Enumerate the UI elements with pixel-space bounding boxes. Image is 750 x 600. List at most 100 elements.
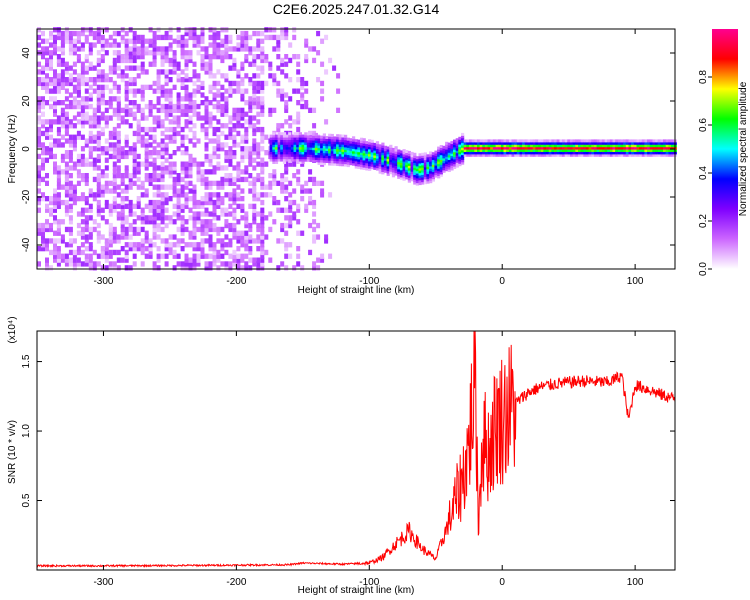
- heatmap-cell: [365, 157, 369, 161]
- heatmap-cell: [208, 196, 213, 202]
- heatmap-cell: [140, 96, 145, 102]
- heatmap-cell: [41, 46, 45, 52]
- heatmap-cell: [293, 134, 297, 138]
- heatmap-cell: [341, 148, 345, 152]
- heatmap-cell: [184, 169, 189, 175]
- heatmap-cell: [455, 164, 459, 168]
- heatmap-cell: [256, 80, 261, 87]
- heatmap-cell: [381, 164, 385, 168]
- heatmap-cell: [306, 158, 310, 162]
- heatmap-cell: [548, 151, 552, 155]
- heatmap-cell: [140, 215, 145, 221]
- heatmap-cell: [280, 176, 285, 183]
- heatmap-cell: [268, 192, 273, 198]
- heatmap-cell: [284, 230, 289, 236]
- heatmap-cell: [532, 149, 536, 152]
- heatmap-cell: [92, 265, 97, 271]
- heatmap-cell: [144, 165, 149, 171]
- heatmap-cell: [344, 158, 348, 162]
- heatmap-cell: [136, 130, 141, 137]
- heatmap-cell: [64, 203, 69, 209]
- heatmap-cell: [53, 192, 57, 198]
- heatmap-cell: [477, 153, 481, 157]
- heatmap-cell: [288, 151, 292, 155]
- heatmap-cell: [160, 161, 165, 167]
- heatmap-cell: [53, 203, 57, 209]
- heatmap-cell: [92, 219, 97, 225]
- heatmap-cell: [644, 151, 648, 155]
- heatmap-cell: [296, 253, 301, 259]
- heatmap-cell: [180, 219, 185, 225]
- heatmap-cell: [312, 265, 317, 271]
- heatmap-cell: [212, 246, 217, 252]
- heatmap-cell: [84, 176, 89, 183]
- heatmap-cell: [527, 141, 531, 145]
- heatmap-cell: [437, 146, 441, 150]
- heatmap-cell: [45, 119, 49, 125]
- heatmap-cell: [136, 176, 141, 183]
- heatmap-cell: [168, 103, 173, 110]
- heatmap-cell: [208, 153, 213, 160]
- heatmap-cell: [429, 170, 433, 174]
- heatmap-cell: [402, 149, 406, 152]
- heatmap-cell: [96, 50, 101, 56]
- heatmap-cell: [192, 34, 197, 41]
- heatmap-cell: [272, 107, 277, 113]
- heatmap-cell: [60, 100, 65, 106]
- heatmap-cell: [423, 169, 427, 173]
- heatmap-cell: [244, 165, 249, 171]
- heatmap-cell: [304, 88, 309, 94]
- heatmap-cell: [64, 77, 69, 83]
- heatmap-cell: [136, 123, 141, 129]
- heatmap-cell: [633, 153, 637, 157]
- heatmap-cell: [152, 115, 157, 121]
- heatmap-cell: [228, 211, 233, 217]
- heatmap-cell: [609, 153, 614, 157]
- heatmap-cell: [172, 180, 177, 186]
- heatmap-cell: [204, 207, 209, 213]
- heatmap-cell: [184, 38, 189, 44]
- heatmap-cell: [368, 168, 372, 171]
- heatmap-cell: [280, 132, 284, 136]
- heatmap-cell: [128, 222, 133, 229]
- heatmap-cell: [439, 166, 443, 170]
- heatmap-cell: [53, 88, 57, 94]
- heatmap-cell: [180, 203, 185, 209]
- heatmap-cell: [108, 42, 113, 48]
- heatmap-cell: [386, 170, 390, 174]
- heatmap-cell: [84, 207, 89, 213]
- heatmap-cell: [660, 146, 664, 150]
- heatmap-cell: [224, 100, 229, 106]
- heatmap-cell: [328, 253, 333, 259]
- heatmap-cell: [96, 77, 101, 83]
- heatmap-cell: [164, 215, 169, 221]
- heatmap-cell: [639, 141, 643, 145]
- heatmap-cell: [325, 160, 329, 163]
- heatmap-cell: [260, 46, 265, 52]
- heatmap-cell: [96, 222, 101, 229]
- heatmap-cell: [276, 123, 281, 129]
- heatmap-cell: [108, 130, 113, 137]
- heatmap-cell: [252, 84, 257, 90]
- heatmap-cell: [461, 144, 465, 148]
- heatmap-cell: [426, 171, 430, 175]
- heatmap-cell: [116, 142, 121, 148]
- heatmap-cell: [292, 54, 297, 60]
- heatmap-cell: [301, 161, 305, 164]
- heatmap-cell: [306, 132, 310, 136]
- heatmap-cell: [140, 50, 145, 56]
- heatmap-cell: [288, 77, 293, 83]
- heatmap-cell: [362, 167, 366, 170]
- heatmap-cell: [519, 146, 523, 150]
- heatmap-cell: [184, 184, 189, 190]
- heatmap-cell: [341, 144, 345, 148]
- heatmap-cell: [172, 165, 177, 171]
- heatmap-cell: [357, 149, 361, 153]
- heatmap-cell: [45, 257, 49, 263]
- heatmap-cell: [49, 238, 53, 244]
- heatmap-cell: [482, 149, 486, 152]
- heatmap-cell: [37, 188, 41, 194]
- heatmap-cell: [136, 50, 141, 56]
- heatmap-cell: [450, 145, 454, 149]
- heatmap-cell: [148, 176, 153, 183]
